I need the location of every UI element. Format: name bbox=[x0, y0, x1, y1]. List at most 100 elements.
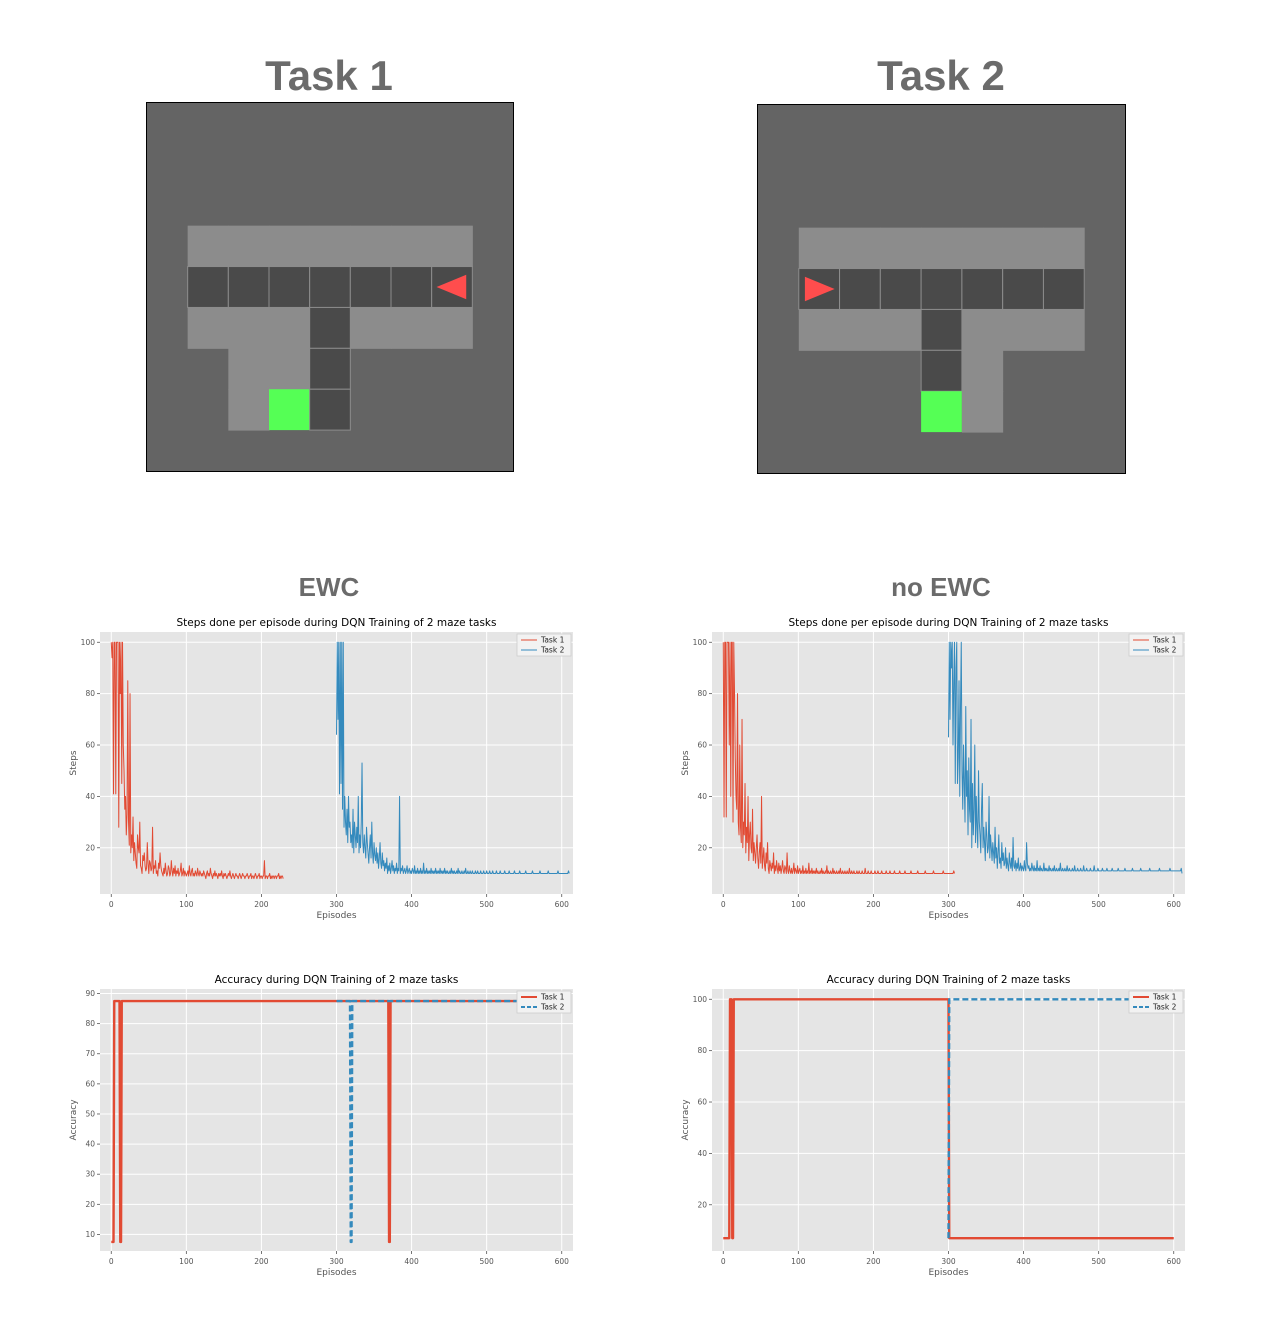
x-tick-label: 0 bbox=[721, 1257, 726, 1266]
x-tick-label: 300 bbox=[941, 1257, 956, 1266]
legend-label: Task 2 bbox=[1152, 1003, 1177, 1012]
y-tick-label: 20 bbox=[697, 1200, 707, 1209]
x-tick-label: 100 bbox=[179, 900, 194, 909]
y-tick-label: 20 bbox=[697, 843, 707, 852]
y-tick-label: 80 bbox=[85, 1019, 95, 1028]
maze-wall-cell bbox=[391, 225, 433, 268]
x-tick-label: 400 bbox=[1016, 1257, 1031, 1266]
maze-wall-cell bbox=[431, 307, 473, 349]
maze-wall-cell bbox=[921, 227, 963, 270]
y-tick-label: 80 bbox=[697, 689, 707, 698]
y-tick-label: 50 bbox=[85, 1109, 95, 1118]
series-line-task-2 bbox=[948, 641, 1183, 874]
x-tick-label: 100 bbox=[791, 900, 806, 909]
maze-wall-cell bbox=[431, 225, 473, 268]
ewc-steps-chart: Steps done per episode during DQN Traini… bbox=[69, 617, 573, 921]
maze-floor-cell bbox=[961, 268, 1004, 310]
x-tick-label: 200 bbox=[254, 900, 269, 909]
y-axis-label: Accuracy bbox=[69, 1099, 79, 1141]
chart-title: Steps done per episode during DQN Traini… bbox=[789, 617, 1109, 629]
x-axis-label: Episodes bbox=[928, 1268, 968, 1278]
ewc-heading: EWC bbox=[298, 572, 360, 602]
chart-title: Steps done per episode during DQN Traini… bbox=[177, 617, 497, 629]
goal-cell bbox=[921, 391, 962, 433]
x-tick-label: 200 bbox=[866, 900, 881, 909]
maze-floor-cell bbox=[1042, 268, 1085, 310]
maze-wall-cell bbox=[961, 350, 1004, 392]
x-tick-label: 600 bbox=[1167, 1257, 1182, 1266]
y-tick-label: 60 bbox=[697, 1098, 707, 1107]
maze-wall-cell bbox=[798, 309, 841, 351]
y-tick-label: 40 bbox=[85, 792, 95, 801]
task1-heading: Task 1 bbox=[265, 52, 393, 99]
legend-label: Task 2 bbox=[1152, 646, 1177, 655]
y-tick-label: 80 bbox=[697, 1046, 707, 1055]
y-tick-label: 90 bbox=[85, 989, 95, 998]
maze-wall-cell bbox=[187, 225, 229, 268]
y-tick-label: 60 bbox=[85, 741, 95, 750]
x-tick-label: 500 bbox=[479, 900, 494, 909]
x-tick-label: 0 bbox=[109, 1257, 114, 1266]
series-line-task-1 bbox=[722, 641, 955, 874]
y-tick-label: 60 bbox=[85, 1079, 95, 1088]
ewc-accuracy-chart: Accuracy during DQN Training of 2 maze t… bbox=[69, 974, 573, 1278]
legend-label: Task 1 bbox=[540, 636, 565, 645]
chart-title: Accuracy during DQN Training of 2 maze t… bbox=[827, 974, 1071, 986]
series-line-task-1 bbox=[110, 641, 284, 880]
y-tick-label: 40 bbox=[697, 1149, 707, 1158]
x-tick-label: 400 bbox=[404, 900, 419, 909]
agent-arrow-icon bbox=[436, 274, 467, 300]
x-tick-label: 500 bbox=[1091, 1257, 1106, 1266]
maze-floor-cell bbox=[920, 349, 963, 392]
maze-floor-cell bbox=[920, 268, 963, 310]
y-tick-label: 100 bbox=[693, 995, 708, 1004]
x-tick-label: 600 bbox=[1167, 900, 1182, 909]
maze-wall-cell bbox=[187, 307, 229, 349]
x-tick-label: 300 bbox=[329, 1257, 344, 1266]
y-tick-label: 30 bbox=[85, 1170, 95, 1179]
x-tick-label: 600 bbox=[555, 1257, 570, 1266]
series-line-task-2 bbox=[947, 998, 1174, 1239]
maze-floor-cell bbox=[839, 268, 881, 310]
x-tick-label: 300 bbox=[941, 900, 956, 909]
y-tick-label: 20 bbox=[85, 843, 95, 852]
legend-label: Task 2 bbox=[540, 1003, 565, 1012]
series-line-task-1 bbox=[111, 999, 562, 1244]
maze-wall-cell bbox=[880, 227, 922, 270]
x-tick-label: 200 bbox=[866, 1257, 881, 1266]
maze-wall-cell bbox=[269, 307, 311, 349]
series-line-task-2 bbox=[336, 999, 562, 1244]
task2-maze bbox=[757, 104, 1126, 474]
maze-wall-cell bbox=[880, 309, 922, 351]
maze-wall-cell bbox=[1002, 309, 1044, 351]
y-tick-label: 10 bbox=[85, 1230, 95, 1239]
maze-wall-cell bbox=[391, 307, 433, 349]
legend-label: Task 1 bbox=[1152, 636, 1177, 645]
maze-wall-cell bbox=[1043, 309, 1085, 351]
x-tick-label: 300 bbox=[329, 900, 344, 909]
maze-floor-cell bbox=[1002, 268, 1044, 310]
maze-floor-cell bbox=[309, 266, 351, 308]
maze-wall-cell bbox=[961, 309, 1004, 351]
maze-floor-cell bbox=[309, 347, 351, 390]
y-axis-label: Steps bbox=[69, 750, 79, 775]
maze-floor-cell bbox=[879, 268, 922, 310]
x-tick-label: 400 bbox=[404, 1257, 419, 1266]
maze-floor-cell bbox=[268, 266, 311, 308]
maze-floor-cell bbox=[227, 266, 270, 308]
maze-floor-cell bbox=[309, 388, 351, 431]
no-ewc-steps-chart: Steps done per episode during DQN Traini… bbox=[681, 617, 1185, 921]
goal-cell bbox=[269, 389, 310, 431]
legend-label: Task 1 bbox=[540, 993, 565, 1002]
y-tick-label: 100 bbox=[81, 638, 96, 647]
maze-floor-cell bbox=[309, 306, 351, 349]
maze-floor-cell bbox=[390, 266, 433, 308]
y-tick-label: 70 bbox=[85, 1049, 95, 1058]
task1-maze bbox=[146, 102, 514, 472]
x-tick-label: 600 bbox=[555, 900, 570, 909]
maze-wall-cell bbox=[309, 225, 351, 268]
maze-wall-cell bbox=[269, 348, 311, 390]
y-axis-label: Accuracy bbox=[681, 1099, 691, 1141]
x-tick-label: 100 bbox=[179, 1257, 194, 1266]
maze-wall-cell bbox=[228, 348, 270, 390]
